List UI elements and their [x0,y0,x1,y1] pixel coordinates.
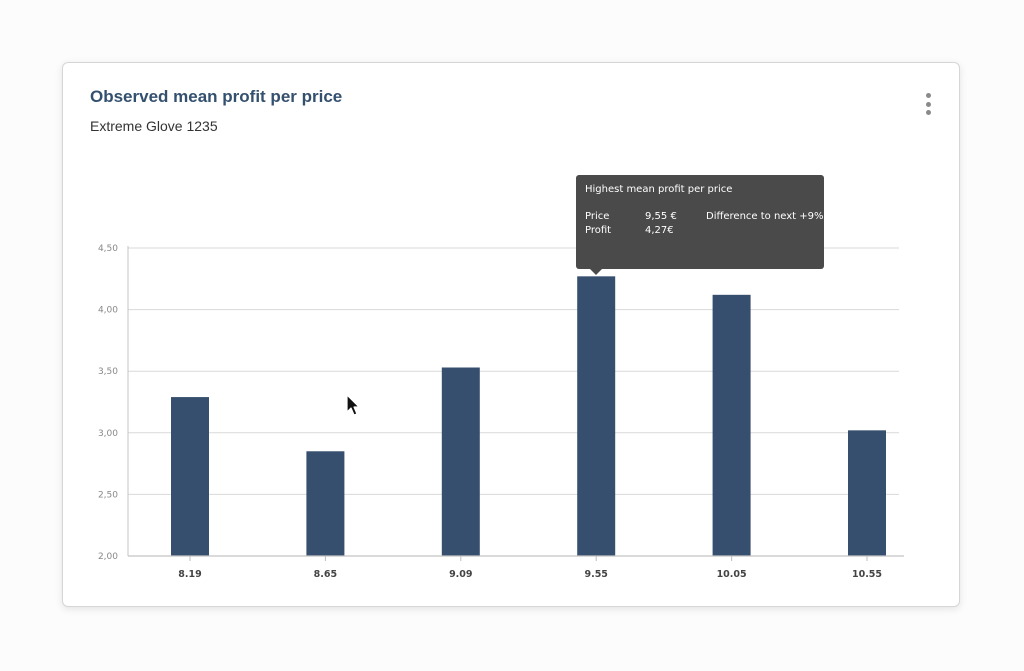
y-tick-label: 3,00 [98,429,118,439]
bar-10.55[interactable] [848,430,886,556]
x-tick-label: 10.05 [717,569,747,580]
mouse-pointer-icon [346,394,360,416]
chart-title: Observed mean profit per price [90,87,343,106]
y-tick-label: 4,50 [98,244,118,254]
bar-9.09[interactable] [441,367,480,556]
axes [127,246,904,557]
tooltip-profit-label: Profit [585,225,612,236]
tooltip-price-value: 9,55 € [645,211,677,222]
bar-9.55[interactable] [577,276,616,556]
y-axis-ticks: 2,00 2,50 3,00 3,50 4,00 4,50 [98,244,118,562]
chart-subtitle: Extreme Glove 1235 [90,118,218,134]
x-tick-label: 9.09 [449,569,472,580]
y-tick-label: 2,50 [98,490,118,500]
menu-dot [925,110,931,115]
menu-dot [925,93,931,98]
grid-lines [128,247,899,495]
bar-chart: 2,00 2,50 3,00 3,50 4,00 4,50 8.19 8.65 9.09 9.5… [98,244,904,580]
y-tick-label: 4,00 [98,306,118,316]
x-tick-label: 8.19 [178,569,201,580]
chart-card: Observed mean profit per price Extreme G… [62,62,960,607]
tooltip-difference: Difference to next +9% [706,211,824,222]
menu-dot [925,101,931,107]
y-tick-label: 3,50 [98,367,118,377]
tooltip-profit-value: 4,27€ [645,225,674,236]
chart-tooltip: Highest mean profit per price Price 9,55… [576,175,824,275]
bars [171,276,886,556]
tooltip-price-label: Price [585,211,610,222]
tooltip-title: Highest mean profit per price [585,184,733,195]
y-tick-label: 2,00 [98,552,118,562]
more-vert-icon[interactable] [923,93,933,115]
x-axis-ticks: 8.19 8.65 9.09 9.55 10.05 10.55 [178,556,882,580]
x-tick-label: 8.65 [314,569,337,580]
bar-10.05[interactable] [712,294,751,556]
bar-8.19[interactable] [171,397,209,556]
x-tick-label: 10.55 [852,569,882,580]
bar-8.65[interactable] [306,451,345,556]
x-tick-label: 9.55 [584,569,607,580]
